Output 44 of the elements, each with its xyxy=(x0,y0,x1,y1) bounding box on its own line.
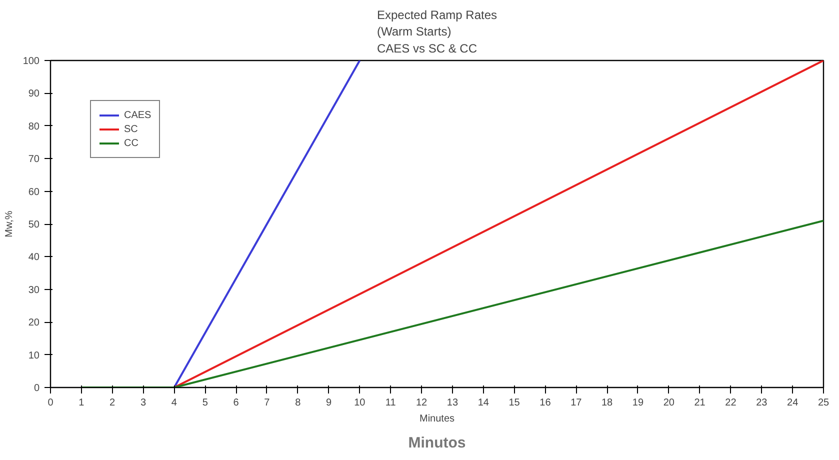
x-tick-label: 24 xyxy=(787,398,799,408)
x-axis-title: Minutes xyxy=(419,414,455,424)
y-tick-label: 60 xyxy=(28,186,40,198)
y-tick-label: 40 xyxy=(28,252,40,264)
x-tick-label: 10 xyxy=(354,398,366,408)
x-tick-label: 7 xyxy=(264,398,270,408)
x-tick-label: 20 xyxy=(663,398,675,408)
y-tick-label: 50 xyxy=(28,220,40,230)
legend-label: CAES xyxy=(124,109,152,121)
y-tick-label: 10 xyxy=(28,350,40,362)
y-tick-label: 80 xyxy=(28,121,40,132)
x-tick-label: 1 xyxy=(78,398,85,408)
x-tick-label: 19 xyxy=(632,398,644,408)
x-tick-label: 2 xyxy=(110,398,116,408)
y-tick-label: 0 xyxy=(34,383,40,394)
x-tick-label: 25 xyxy=(818,398,830,408)
x-tick-label: 9 xyxy=(326,398,332,408)
y-tick-label: 20 xyxy=(28,318,40,329)
x-tick-label: 22 xyxy=(725,398,737,408)
x-tick-label: 17 xyxy=(570,398,582,408)
x-tick-label: 15 xyxy=(508,398,520,408)
y-tick-label: 70 xyxy=(28,154,40,166)
x-tick-label: 21 xyxy=(694,398,706,408)
y-tick-label: 30 xyxy=(28,284,40,296)
x-tick-label: 5 xyxy=(202,398,208,408)
x-tick-label: 4 xyxy=(171,398,178,408)
y-tick-label: 100 xyxy=(22,56,40,67)
legend-label: CC xyxy=(124,137,140,149)
x-tick-label: 11 xyxy=(385,398,396,408)
x-tick-label: 12 xyxy=(416,398,428,408)
y-axis-title: Mw,% xyxy=(4,210,15,238)
x-tick-label: 16 xyxy=(540,398,552,408)
x-tick-label: 6 xyxy=(233,398,240,408)
x-tick-label: 23 xyxy=(756,398,768,408)
x-tick-label: 0 xyxy=(48,398,54,408)
text: Minutos xyxy=(408,434,466,452)
x-tick-label: 3 xyxy=(140,398,146,408)
y-tick-label: 90 xyxy=(28,88,40,100)
x-tick-label: 13 xyxy=(446,398,458,408)
x-tick-label: 18 xyxy=(602,398,614,408)
x-tick-label: 8 xyxy=(295,398,302,408)
chart-title: Expected Ramp Rates (Warm Starts) CAES vs SC & CC xyxy=(376,8,498,56)
x-tick-label: 14 xyxy=(478,398,490,408)
legend-label: SC xyxy=(124,123,139,135)
